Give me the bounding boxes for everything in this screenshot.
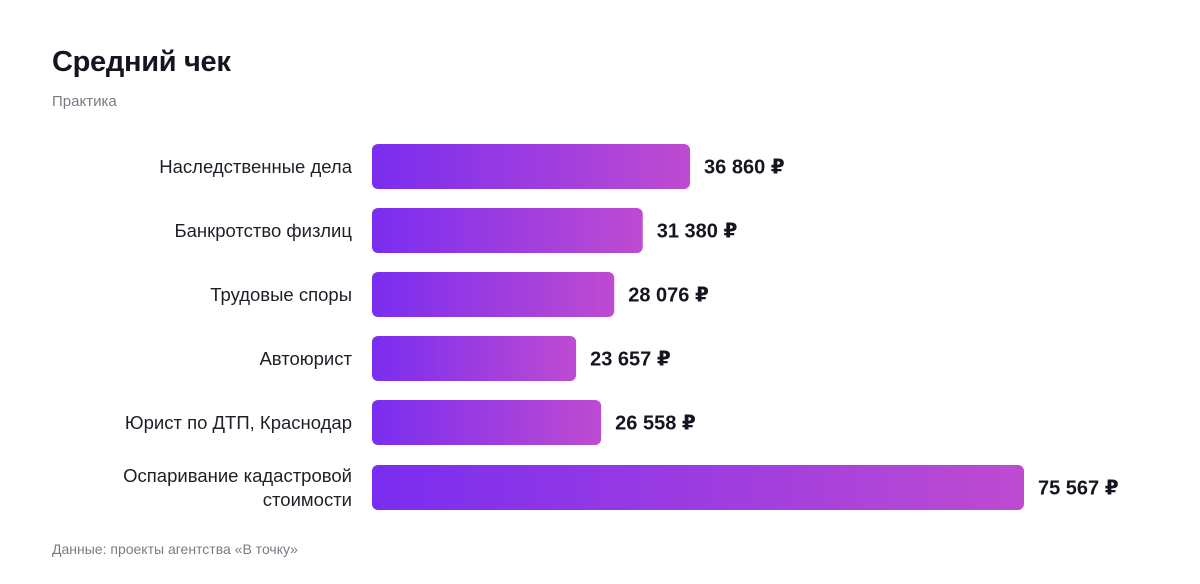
bar: [372, 272, 615, 317]
category-label: Трудовые споры: [210, 284, 352, 305]
value-label: 36 860 ₽: [704, 157, 785, 179]
value-label: 26 558 ₽: [615, 413, 696, 435]
category-label: Юрист по ДТП, Краснодар: [125, 412, 352, 433]
bar: [372, 400, 602, 445]
data-source-note: Данные: проекты агентства «В точку»: [52, 541, 298, 557]
bars-layer: Наследственные дела 36 860 ₽ Банкротство ф…: [123, 144, 1119, 510]
bar: [372, 465, 1024, 510]
category-label: Автоюрист: [259, 348, 352, 369]
value-label: 23 657 ₽: [590, 349, 671, 371]
value-label: 28 076 ₽: [628, 285, 709, 307]
value-label: 75 567 ₽: [1038, 478, 1119, 500]
chart-subtitle: Практика: [52, 93, 117, 110]
category-label: Наследственные дела: [159, 156, 352, 177]
chart-title: Средний чек: [52, 46, 231, 78]
bar: [372, 208, 643, 253]
bar: [372, 336, 577, 381]
category-label: Оспаривание кадастровой стоимости: [123, 465, 352, 510]
bar: [372, 144, 691, 189]
category-label: Банкротство физлиц: [174, 220, 352, 241]
value-label: 31 380 ₽: [657, 221, 738, 243]
